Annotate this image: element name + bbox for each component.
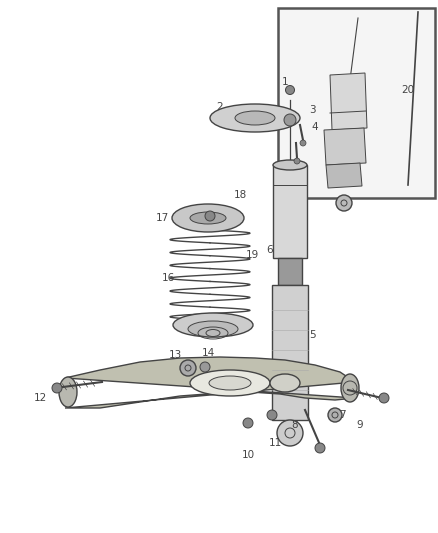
Ellipse shape — [235, 111, 275, 125]
Text: 4: 4 — [312, 122, 318, 132]
Text: 14: 14 — [201, 348, 215, 358]
Ellipse shape — [190, 370, 270, 396]
Text: 17: 17 — [155, 213, 169, 223]
Text: 16: 16 — [161, 273, 175, 283]
Bar — [278, 258, 302, 285]
Ellipse shape — [210, 104, 300, 132]
Polygon shape — [326, 163, 362, 188]
Ellipse shape — [341, 374, 359, 402]
Ellipse shape — [273, 160, 307, 170]
Text: 20: 20 — [402, 85, 414, 95]
Circle shape — [379, 393, 389, 403]
Text: 2: 2 — [217, 102, 223, 112]
Ellipse shape — [59, 377, 77, 407]
Circle shape — [205, 211, 215, 221]
Circle shape — [267, 410, 277, 420]
Text: 9: 9 — [357, 420, 363, 430]
Ellipse shape — [172, 204, 244, 232]
Circle shape — [52, 383, 62, 393]
Text: 13: 13 — [168, 350, 182, 360]
Polygon shape — [330, 73, 367, 130]
Circle shape — [200, 362, 210, 372]
Circle shape — [277, 420, 303, 446]
Text: 18: 18 — [233, 190, 247, 200]
Polygon shape — [65, 357, 355, 408]
Bar — [273, 165, 307, 258]
Circle shape — [336, 195, 352, 211]
Text: 12: 12 — [33, 393, 46, 403]
Ellipse shape — [270, 374, 300, 392]
Circle shape — [300, 140, 306, 146]
Text: 1: 1 — [282, 77, 288, 87]
Text: 8: 8 — [292, 420, 298, 430]
Circle shape — [284, 114, 296, 126]
Ellipse shape — [188, 321, 238, 337]
Circle shape — [315, 443, 325, 453]
Text: 7: 7 — [339, 410, 345, 420]
Bar — [278, 8, 435, 198]
Text: 19: 19 — [245, 250, 258, 260]
Text: 3: 3 — [309, 105, 315, 115]
Bar — [272, 285, 308, 420]
Ellipse shape — [190, 212, 226, 224]
Circle shape — [286, 85, 294, 94]
Text: 15: 15 — [188, 315, 201, 325]
Text: 6: 6 — [267, 245, 273, 255]
Text: 10: 10 — [241, 450, 254, 460]
Text: 11: 11 — [268, 438, 282, 448]
Circle shape — [243, 418, 253, 428]
Ellipse shape — [209, 376, 251, 390]
Ellipse shape — [173, 313, 253, 337]
Polygon shape — [324, 128, 366, 165]
Circle shape — [294, 158, 300, 164]
Circle shape — [328, 408, 342, 422]
Circle shape — [180, 360, 196, 376]
Text: 5: 5 — [309, 330, 315, 340]
